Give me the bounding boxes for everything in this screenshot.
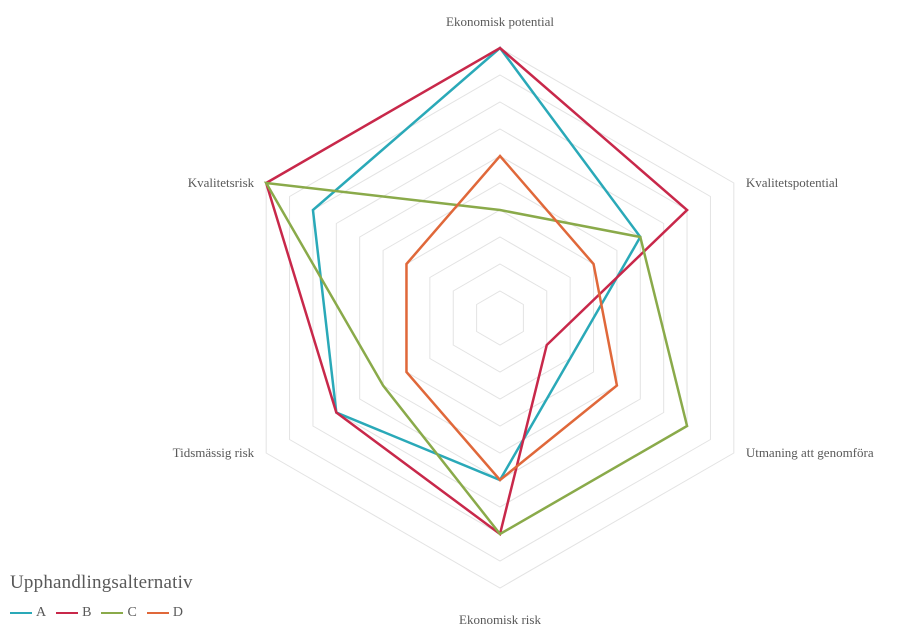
legend: Upphandlingsalternativ A B C D	[10, 572, 193, 621]
legend-item-c: C	[101, 605, 137, 621]
legend-label: A	[36, 605, 47, 620]
axis-label: Kvalitetsrisk	[188, 175, 255, 190]
grid-ring	[452, 263, 548, 373]
legend-item-b: B	[56, 605, 91, 621]
series-line-c	[263, 181, 689, 536]
grid-ring	[405, 209, 595, 427]
axis-labels: Ekonomisk potential Kvalitetspotential Utm…	[173, 14, 874, 627]
axis-label: Ekonomisk risk	[459, 612, 541, 627]
legend-swatch	[101, 612, 124, 614]
grid-ring	[476, 290, 524, 346]
legend-swatch	[146, 612, 169, 614]
axis-label: Kvalitetspotential	[746, 175, 839, 190]
legend-swatch	[10, 612, 32, 614]
grid-ring	[382, 182, 618, 454]
legend-items: A B C D	[10, 605, 193, 621]
legend-item-a: A	[10, 605, 46, 621]
series-line-d	[405, 154, 619, 482]
legend-label: B	[82, 605, 92, 620]
grid-ring	[312, 101, 688, 535]
series-line-a	[311, 46, 642, 482]
grid-ring	[359, 155, 641, 481]
legend-swatch	[56, 612, 79, 614]
legend-title: Upphandlingsalternativ	[10, 572, 193, 593]
legend-item-d: D	[146, 605, 183, 621]
legend-label: C	[127, 605, 137, 620]
axis-label: Tidsmässig risk	[173, 445, 255, 460]
radar-series	[263, 46, 689, 537]
axis-label: Utmaning att genomföra	[746, 445, 874, 460]
grid-ring	[289, 74, 711, 562]
radar-grid	[265, 47, 735, 589]
grid-ring	[335, 128, 665, 508]
legend-label: D	[172, 605, 183, 620]
grid-ring	[429, 236, 571, 400]
axis-label: Ekonomisk potential	[446, 14, 554, 29]
